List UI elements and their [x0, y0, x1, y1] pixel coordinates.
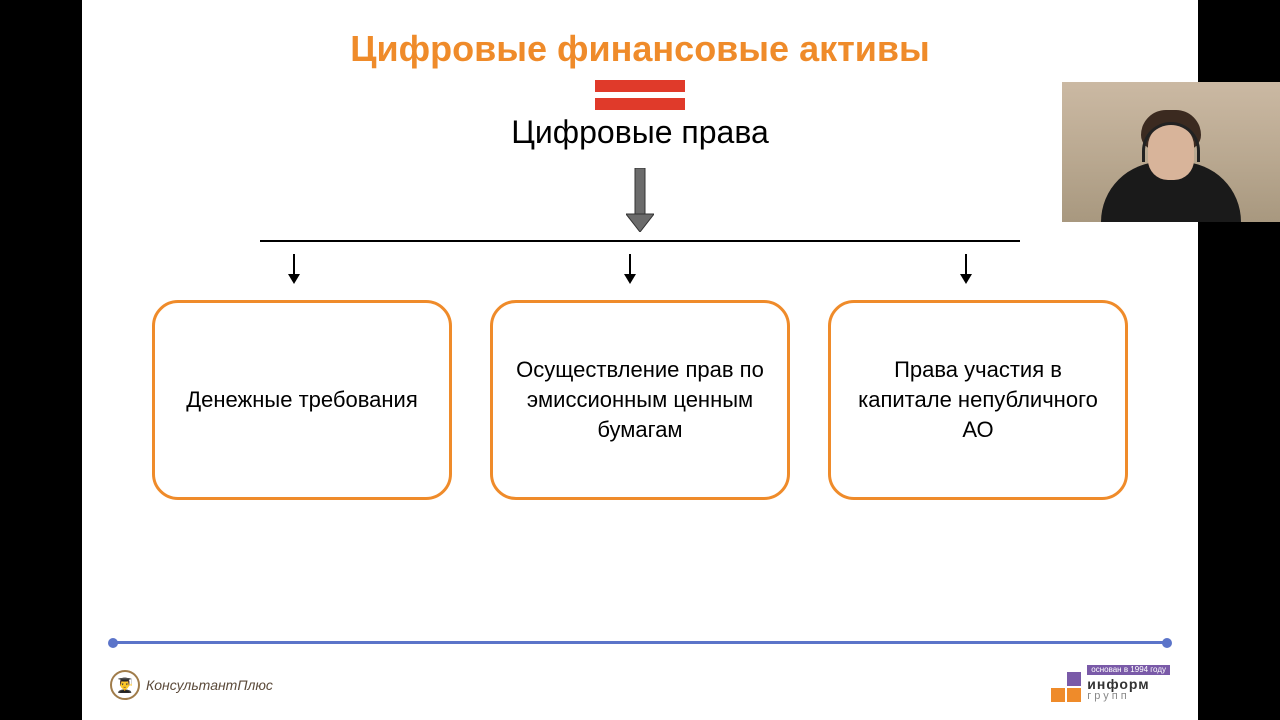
branch-arrow-icon	[621, 254, 639, 284]
box-securities-rights: Осуществление прав по эмиссионным ценным…	[490, 300, 790, 500]
equals-bar-bottom	[595, 98, 685, 110]
branch-arrow-icon	[957, 254, 975, 284]
footer-divider	[112, 641, 1168, 644]
presenter-silhouette	[1096, 122, 1246, 222]
slide: Цифровые финансовые активы Цифровые прав…	[82, 0, 1198, 720]
inform-group-logo: основан в 1994 году информ групп	[1051, 665, 1170, 702]
boxes-row: Денежные требования Осуществление прав п…	[152, 300, 1128, 500]
inform-year: основан в 1994 году	[1087, 665, 1170, 675]
box-monetary-claims: Денежные требования	[152, 300, 452, 500]
inform-squares-icon	[1051, 672, 1081, 702]
inform-name1: информ	[1087, 677, 1170, 691]
branch-line	[260, 240, 1020, 242]
box-capital-participation: Права участия в капитале непубличного АО	[828, 300, 1128, 500]
footer-dot-left	[108, 638, 118, 648]
equals-icon	[595, 80, 685, 110]
branch-arrow-icon	[285, 254, 303, 284]
consultant-avatar-icon: 👨‍🎓	[110, 670, 140, 700]
webcam-thumbnail	[1062, 82, 1280, 222]
inform-name2: групп	[1087, 691, 1170, 702]
footer-dot-right	[1162, 638, 1172, 648]
arrow-down-icon	[626, 168, 654, 232]
consultant-plus-text: КонсультантПлюс	[146, 677, 273, 693]
slide-subtitle: Цифровые права	[82, 114, 1198, 151]
consultant-plus-logo: 👨‍🎓 КонсультантПлюс	[110, 670, 273, 700]
equals-bar-top	[595, 80, 685, 92]
slide-title: Цифровые финансовые активы	[82, 28, 1198, 70]
